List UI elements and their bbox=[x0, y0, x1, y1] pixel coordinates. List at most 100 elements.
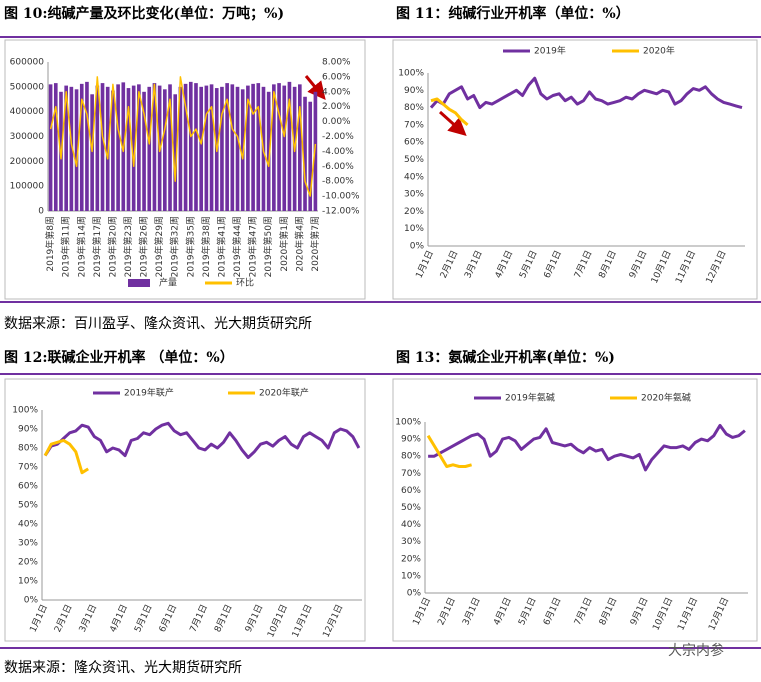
bar bbox=[199, 86, 203, 211]
x-tick-label: 2019年第17周 bbox=[91, 216, 103, 277]
arrow bbox=[304, 75, 326, 100]
bar bbox=[298, 84, 302, 211]
y2-tick-label: -4.00% bbox=[322, 147, 354, 157]
line-series bbox=[426, 434, 472, 468]
x-tick-label: 6月1日 bbox=[541, 596, 563, 627]
x-tick-label: 8月1日 bbox=[597, 249, 619, 280]
x-tick-label: 2019年第38周 bbox=[200, 216, 212, 277]
bar bbox=[100, 83, 105, 211]
bar bbox=[90, 94, 94, 211]
x-tick-label: 12月1日 bbox=[706, 596, 731, 633]
y-tick-label: 100% bbox=[12, 406, 38, 416]
y2-tick-label: 2.00% bbox=[322, 102, 351, 112]
y-tick-label: 10% bbox=[404, 224, 424, 234]
x-tick-label: 2019年第29周 bbox=[153, 216, 165, 277]
x-tick-label: 8月1日 bbox=[212, 603, 234, 634]
y2-tick-label: 6.00% bbox=[322, 72, 351, 82]
x-tick-label: 2019年第26周 bbox=[138, 216, 150, 277]
arrow bbox=[438, 110, 467, 137]
y-tick-label: 500000 bbox=[10, 82, 45, 92]
chart-title: 图 13：氨碱企业开机率(单位：%) bbox=[396, 349, 615, 366]
chart-frame bbox=[392, 39, 758, 300]
x-tick-label: 12月1日 bbox=[321, 603, 346, 640]
y-tick-label: 30% bbox=[401, 537, 421, 547]
y-tick-label: 100% bbox=[395, 418, 421, 428]
y-tick-label: 40% bbox=[404, 172, 424, 182]
y-tick-label: 0 bbox=[38, 207, 44, 217]
bar bbox=[163, 89, 167, 211]
x-tick-label: 11月1日 bbox=[673, 249, 698, 286]
x-tick-label: 2019年第50周 bbox=[262, 216, 274, 277]
y-tick-label: 0% bbox=[407, 589, 422, 599]
x-tick-label: 2019年第35周 bbox=[184, 216, 196, 277]
y-tick-label: 10% bbox=[401, 571, 421, 581]
bar bbox=[303, 96, 307, 211]
bar bbox=[152, 83, 157, 211]
y-tick-label: 100000 bbox=[10, 182, 45, 192]
x-tick-label: 1月1日 bbox=[411, 596, 433, 627]
x-tick-label: 10月1日 bbox=[651, 596, 676, 633]
bar bbox=[137, 84, 141, 211]
watermark: 大宗内参 bbox=[668, 642, 724, 659]
bar bbox=[48, 84, 53, 211]
x-tick-label: 2019年第11周 bbox=[60, 216, 72, 277]
legend-label: 2019年联产 bbox=[124, 387, 174, 399]
bar bbox=[126, 88, 131, 211]
legend-label: 2019年氨碱 bbox=[505, 392, 555, 404]
x-tick-label: 2019年第47周 bbox=[247, 216, 259, 277]
bar bbox=[74, 89, 79, 211]
y-tick-label: 40% bbox=[401, 520, 421, 530]
legend-label: 2019年 bbox=[534, 45, 566, 57]
bar bbox=[131, 85, 136, 211]
y-tick-label: 400000 bbox=[10, 107, 45, 117]
x-tick-label: 11月1日 bbox=[675, 596, 700, 633]
y2-tick-label: 0.00% bbox=[322, 117, 351, 127]
chart-title: 图 10:纯碱产量及环比变化(单位：万吨；%) bbox=[4, 5, 284, 22]
bar bbox=[188, 81, 193, 211]
bar bbox=[282, 85, 287, 211]
bar bbox=[266, 91, 271, 211]
x-tick-label: 4月1日 bbox=[493, 249, 515, 280]
legend-label: 产量 bbox=[159, 277, 177, 289]
bar bbox=[116, 84, 120, 211]
y-tick-label: 20% bbox=[18, 558, 38, 568]
source-note: 数据来源：百川盈孚、隆众资讯、光大期货研究所 bbox=[4, 315, 312, 332]
y-tick-label: 300000 bbox=[10, 132, 45, 142]
y-tick-label: 100% bbox=[398, 69, 424, 79]
source-note: 数据来源：隆众资讯、光大期货研究所 bbox=[4, 659, 242, 676]
y-tick-label: 60% bbox=[401, 486, 421, 496]
bar bbox=[111, 90, 115, 211]
x-tick-label: 9月1日 bbox=[243, 603, 265, 634]
chart-frame bbox=[4, 39, 366, 300]
x-tick-label: 3月1日 bbox=[462, 249, 484, 280]
bar bbox=[225, 83, 229, 211]
y-tick-label: 50% bbox=[18, 501, 38, 511]
x-tick-label: 4月1日 bbox=[491, 596, 513, 627]
bar bbox=[209, 84, 214, 211]
chart-title: 图 12:联碱企业开机率 （单位：%） bbox=[4, 349, 234, 366]
y2-tick-label: -8.00% bbox=[322, 177, 354, 187]
legend-label: 2020年氨碱 bbox=[641, 392, 691, 404]
y-tick-label: 80% bbox=[401, 452, 421, 462]
x-tick-label: 9月1日 bbox=[628, 596, 650, 627]
y-tick-label: 0% bbox=[410, 242, 425, 252]
bar bbox=[287, 81, 292, 211]
y-tick-label: 80% bbox=[18, 444, 38, 454]
y-tick-label: 50% bbox=[401, 503, 421, 513]
y-tick-label: 90% bbox=[401, 435, 421, 445]
bar bbox=[220, 86, 224, 211]
y-tick-label: 70% bbox=[401, 469, 421, 479]
bar bbox=[64, 85, 68, 211]
bar bbox=[256, 83, 261, 211]
bar bbox=[173, 94, 178, 211]
y-tick-label: 20% bbox=[401, 554, 421, 564]
x-tick-label: 2020年第4周 bbox=[293, 216, 305, 272]
bar bbox=[246, 85, 250, 211]
y-tick-label: 90% bbox=[18, 425, 38, 435]
chart-title: 图 11：纯碱行业开机率（单位：%） bbox=[396, 5, 630, 22]
y-tick-label: 70% bbox=[404, 120, 424, 130]
bar bbox=[308, 101, 313, 211]
bar bbox=[69, 86, 74, 211]
bar bbox=[251, 83, 255, 211]
